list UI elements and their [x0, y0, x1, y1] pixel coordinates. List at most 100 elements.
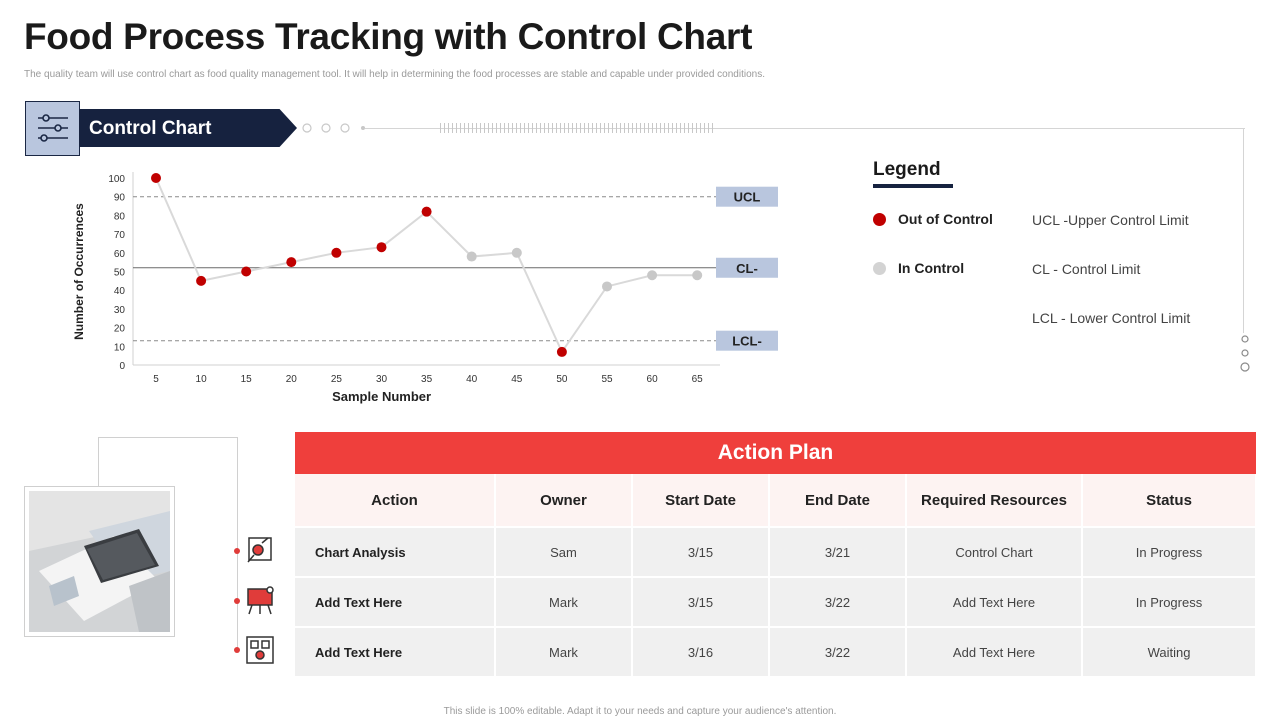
out-of-control-dot-icon: [873, 212, 886, 226]
table-cell: 3/22: [769, 577, 907, 628]
footer-note: This slide is 100% editable. Adapt it to…: [443, 706, 837, 717]
column-header: Status: [1082, 474, 1257, 528]
x-tick-label: 50: [556, 374, 568, 385]
connector-line: [98, 437, 99, 486]
table-cell: Mark: [495, 627, 633, 678]
in-control-dot-icon: [873, 261, 886, 275]
action-plan-title: Action Plan: [295, 432, 1256, 474]
column-header: End Date: [769, 474, 907, 528]
decorative-dots-right: [1240, 335, 1250, 372]
y-tick-label: 80: [114, 211, 126, 222]
data-point-out-of-control: [151, 173, 161, 183]
x-tick-label: 5: [153, 374, 159, 385]
y-tick-label: 30: [114, 305, 126, 316]
decorative-dots: [302, 123, 365, 133]
column-header: Owner: [495, 474, 633, 528]
column-header: Action: [295, 474, 496, 528]
table-cell: Chart Analysis: [295, 527, 496, 578]
x-tick-label: 65: [692, 374, 704, 385]
y-tick-label: 0: [119, 361, 125, 372]
presentation-icon: [234, 586, 274, 615]
control-line-label-box: [716, 257, 778, 278]
y-tick-label: 10: [114, 342, 126, 353]
x-tick-label: 10: [196, 374, 208, 385]
x-tick-label: 20: [286, 374, 298, 385]
control-line-label-box: [716, 186, 778, 207]
legend-title: Legend: [873, 159, 941, 180]
table-cell: 3/15: [632, 577, 770, 628]
process-icon: [234, 636, 274, 664]
x-tick-label: 55: [601, 374, 613, 385]
table-cell: 3/15: [632, 527, 770, 578]
legend-item-in-control: In Control: [873, 260, 964, 276]
analysis-icon: [234, 537, 272, 563]
control-line-label: UCL: [734, 190, 761, 205]
y-tick-label: 40: [114, 286, 126, 297]
x-tick-label: 45: [511, 374, 523, 385]
tablet-photo: [29, 491, 170, 632]
legend-definition-cl: CL - Control Limit: [1032, 261, 1141, 277]
table-cell: Add Text Here: [295, 627, 496, 678]
y-tick-label: 20: [114, 324, 126, 335]
connector-line: [98, 437, 238, 438]
legend-label: Out of Control: [898, 211, 993, 227]
data-point-out-of-control: [286, 257, 297, 268]
decorative-ticks: [440, 123, 715, 133]
data-point-out-of-control: [421, 206, 432, 217]
photo-frame: [24, 486, 175, 637]
x-tick-label: 60: [647, 374, 659, 385]
control-line-label: CL-: [736, 261, 758, 276]
data-point-in-control: [602, 281, 612, 292]
data-point-out-of-control: [241, 266, 252, 277]
column-header: Required Resources: [906, 474, 1083, 528]
table-cell: In Progress: [1082, 527, 1257, 578]
x-tick-label: 30: [376, 374, 388, 385]
table-cell: In Progress: [1082, 577, 1257, 628]
x-axis-label: Sample Number: [332, 389, 431, 404]
x-tick-label: 40: [466, 374, 478, 385]
legend-item-out-of-control: Out of Control: [873, 211, 993, 227]
control-line-label: LCL-: [732, 334, 762, 349]
data-point-in-control: [647, 270, 658, 281]
table-header-row: Action Owner Start Date End Date Require…: [295, 474, 1257, 528]
table-cell: 3/16: [632, 627, 770, 678]
legend-underline: [873, 184, 953, 188]
table-cell: Sam: [495, 527, 633, 578]
decorative-line-top: [365, 128, 1245, 129]
table-cell: 3/22: [769, 627, 907, 678]
legend-definition-ucl: UCL -Upper Control Limit: [1032, 212, 1189, 228]
action-plan-table: Action Plan Action Owner Start Date End …: [295, 432, 1257, 678]
table-cell: 3/21: [769, 527, 907, 578]
table-cell: Mark: [495, 577, 633, 628]
data-point-out-of-control: [331, 247, 342, 258]
y-tick-label: 60: [114, 249, 126, 260]
series-line: [155, 177, 698, 354]
data-point-in-control: [466, 251, 477, 262]
x-tick-label: 35: [421, 374, 433, 385]
table-row: Chart Analysis Sam 3/15 3/21 Control Cha…: [295, 527, 1257, 578]
sliders-icon: [25, 101, 80, 156]
data-point-out-of-control: [376, 242, 387, 253]
legend-label: In Control: [898, 260, 965, 276]
y-tick-label: 70: [114, 230, 126, 241]
y-tick-label: 50: [114, 268, 126, 279]
y-tick-label: 100: [108, 174, 125, 185]
control-line-label-box: [716, 330, 778, 351]
table-row: Add Text Here Mark 3/15 3/22 Add Text He…: [295, 577, 1257, 628]
control-chart: 0 10 20 30 40 50 60 70 80 90 100 5 10 15 20 25 30 35 40 45 5…: [72, 172, 778, 404]
table-cell: Waiting: [1082, 627, 1257, 678]
decorative-line-right: [1243, 128, 1244, 333]
x-tick-label: 15: [241, 374, 253, 385]
page-title: Food Process Tracking with Control Chart: [24, 16, 753, 57]
table-cell: Add Text Here: [906, 577, 1083, 628]
data-point-out-of-control: [556, 346, 567, 357]
table-cell: Add Text Here: [295, 577, 496, 628]
y-tick-label: 90: [114, 193, 126, 204]
page-subtitle: The quality team will use control chart …: [24, 69, 765, 80]
table-cell: Add Text Here: [906, 627, 1083, 678]
banner-label: Control Chart: [89, 118, 212, 139]
data-point-in-control: [692, 270, 703, 281]
table-cell: Control Chart: [906, 527, 1083, 578]
data-point-out-of-control: [196, 275, 207, 286]
table-row: Add Text Here Mark 3/16 3/22 Add Text He…: [295, 627, 1257, 678]
